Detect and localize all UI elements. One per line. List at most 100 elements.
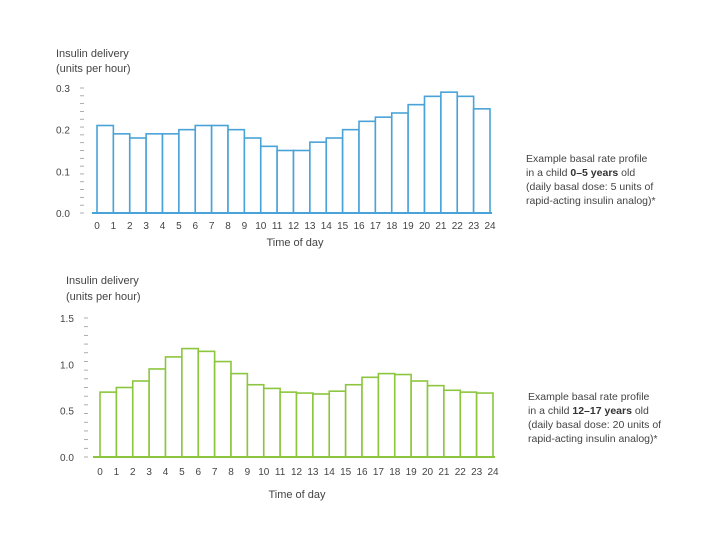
chart-1-bar: [440, 91, 459, 214]
chart-2-bar: [148, 368, 167, 458]
chart-2-bar: [426, 384, 445, 458]
chart-1-bar: [259, 145, 278, 214]
chart-1-xtick-label: 21: [435, 221, 447, 232]
chart-2-bar: [295, 392, 314, 458]
chart-1-xtick-label: 20: [419, 221, 431, 232]
chart-2-ytick-label: 1.0: [60, 360, 74, 371]
chart-1-bar: [161, 133, 180, 214]
chart-2-xtick-label: 18: [389, 467, 401, 478]
chart-2-xtick-label: 19: [406, 467, 418, 478]
chart-2-bar: [410, 380, 429, 458]
chart-1-xtick-label: 3: [143, 221, 149, 232]
chart-1-ylabel-line1: Insulin delivery: [56, 48, 129, 60]
chart-2-bar: [377, 372, 396, 458]
chart-1-bar: [472, 108, 491, 214]
chart-2-bar: [115, 386, 134, 458]
chart-1-bar: [407, 103, 426, 214]
chart-1-xtick-label: 14: [321, 221, 333, 232]
chart-2-xtick-label: 23: [471, 467, 483, 478]
chart-1-bar: [374, 116, 393, 214]
chart-2-xtick-label: 13: [307, 467, 319, 478]
chart-2-xtick-label: 15: [340, 467, 352, 478]
chart-1-xtick-label: 22: [452, 221, 464, 232]
chart-1-bar: [309, 141, 328, 214]
chart-2-note-line2: in a child 12–17 years old: [528, 404, 661, 418]
chart-1-xtick-label: 10: [255, 221, 267, 232]
chart-1-xtick-label: 9: [242, 221, 248, 232]
chart-2-note-line1: Example basal rate profile: [528, 391, 650, 403]
chart-2-bar: [279, 391, 298, 458]
chart-1-ytick-label: 0.1: [56, 167, 70, 178]
chart-1-xtick-label: 0: [94, 221, 100, 232]
chart-2-bar: [181, 347, 200, 458]
chart-2-xtick-label: 17: [373, 467, 385, 478]
chart-2-xtick-label: 7: [212, 467, 218, 478]
chart-2-xtick-label: 4: [163, 467, 169, 478]
chart-2-xtick-label: 3: [146, 467, 152, 478]
chart-1-bar: [96, 124, 115, 214]
chart-2-bar: [230, 372, 249, 458]
chart-1-xtick-label: 13: [304, 221, 316, 232]
chart-1-xtick-label: 19: [403, 221, 415, 232]
chart-1-bar: [227, 128, 246, 214]
chart-1-xtick-label: 4: [160, 221, 166, 232]
chart-2-y-ticks: 0.0 0.5 1.0 1.5: [60, 314, 88, 464]
chart-1-ytick-label: 0.2: [56, 126, 70, 137]
chart-1-bar: [325, 137, 344, 214]
chart-1-xtick-label: 17: [370, 221, 382, 232]
chart-1-xtick-label: 15: [337, 221, 349, 232]
chart-2-xtick-label: 12: [291, 467, 303, 478]
chart-2-xtick-label: 5: [179, 467, 185, 478]
chart-1-bars: [96, 91, 491, 214]
chart-1-xtick-label: 5: [176, 221, 182, 232]
chart-1-note-line3: (daily basal dose: 5 units of: [526, 181, 654, 193]
chart-2-bar: [443, 389, 462, 458]
chart-2-bar: [344, 383, 363, 458]
chart-1-bar: [276, 149, 295, 214]
chart-2-xtick-label: 6: [195, 467, 201, 478]
chart-2-bar: [213, 360, 232, 458]
chart-2-bar: [164, 356, 183, 458]
chart-2-ylabel-line2: (units per hour): [66, 291, 141, 303]
chart-2-bar: [459, 391, 478, 458]
chart-1-xtick-label: 11: [272, 221, 283, 232]
chart-2-xtick-label: 8: [228, 467, 234, 478]
chart-1-bar: [178, 128, 197, 214]
chart-2-xtick-label: 2: [130, 467, 136, 478]
chart-1-xtick-label: 7: [209, 221, 215, 232]
chart-2-xtick-label: 11: [275, 467, 286, 478]
chart-2-bar: [99, 391, 118, 458]
chart-2-ytick-label: 0.5: [60, 407, 74, 418]
chart-2-bar: [361, 376, 380, 458]
chart-2-bar: [328, 390, 347, 458]
chart-2-note-line4: rapid-acting insulin analog)*: [528, 433, 658, 445]
chart-1-x-ticks: 0 1 2 3 4 5 6 7 8 9 10 11 12 13 14 15 16 17 18 19 20 21 22 23 24: [94, 221, 496, 232]
chart-1-note-line1: Example basal rate profile: [526, 153, 648, 165]
chart-1-bar: [194, 124, 213, 214]
chart-2-bars: [99, 347, 494, 458]
chart-2-xtick-label: 14: [324, 467, 336, 478]
chart-1-xtick-label: 18: [386, 221, 398, 232]
chart-1-bar: [112, 133, 131, 214]
chart-2-ytick-label: 1.5: [60, 314, 74, 325]
chart-2: Insulin delivery (units per hour) 0.0 0.5…: [60, 275, 499, 501]
chart-1-ylabel-line2: (units per hour): [56, 63, 131, 75]
chart-2-xtick-label: 24: [487, 467, 499, 478]
chart-1-y-ticks: 0.0 0.1 0.2 0.3: [56, 84, 84, 220]
chart-2-ylabel-line1: Insulin delivery: [66, 275, 139, 287]
chart-2-xtick-label: 22: [455, 467, 467, 478]
chart-2-xtick-label: 10: [258, 467, 270, 478]
chart-1-note-line4: rapid-acting insulin analog)*: [526, 195, 656, 207]
chart-1-note: Example basal rate profile in a child 0–…: [526, 152, 656, 208]
chart-1-bar: [456, 95, 475, 214]
chart-2-bar: [393, 373, 412, 458]
chart-1-xtick-label: 2: [127, 221, 133, 232]
chart-2-xlabel: Time of day: [268, 489, 326, 501]
chart-1-bar: [358, 120, 377, 214]
chart-1-bar: [390, 112, 409, 214]
chart-2-xtick-label: 9: [245, 467, 251, 478]
chart-1-ytick-label: 0.0: [56, 209, 70, 220]
chart-1-note-age: 0–5 years: [570, 167, 619, 179]
chart-1-xtick-label: 12: [288, 221, 300, 232]
